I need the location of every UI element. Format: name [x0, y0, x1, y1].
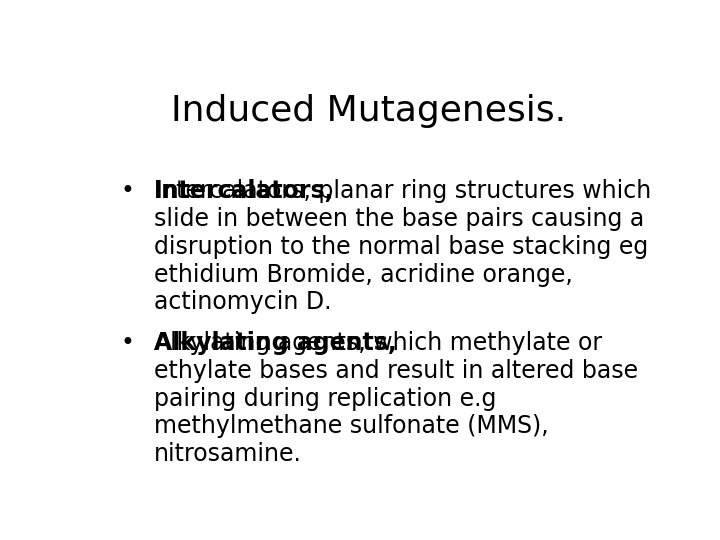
Text: Alkylating agents, which methylate or
ethylate bases and result in altered base
: Alkylating agents, which methylate or et… [154, 331, 639, 466]
Text: •: • [121, 179, 135, 203]
Text: Induced Mutagenesis.: Induced Mutagenesis. [171, 94, 567, 128]
Text: Alkylating agents,: Alkylating agents, [154, 331, 397, 355]
Text: Intercalators, planar ring structures which
slide in between the base pairs caus: Intercalators, planar ring structures wh… [154, 179, 652, 314]
Text: •: • [121, 331, 135, 355]
Text: Intercalators,: Intercalators, [154, 179, 335, 203]
